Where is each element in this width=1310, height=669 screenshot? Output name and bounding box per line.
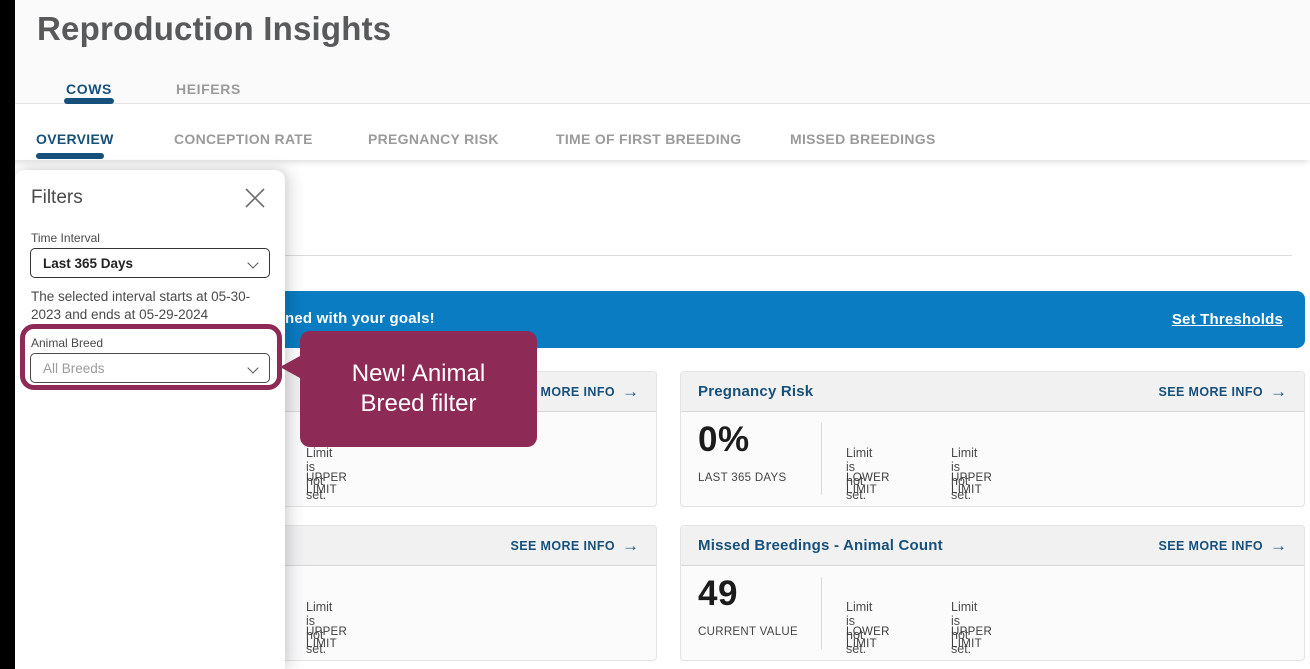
animal-breed-select[interactable]: All Breeds [30, 353, 270, 383]
filters-panel: Filters Time Interval Last 365 Days The … [15, 170, 285, 669]
card-bottom-left-body: Limit is not set. UPPER LIMIT [33, 566, 656, 659]
card-pregnancy-risk-body: 0% LAST 365 DAYS Limit is not set. LOWER… [681, 412, 1304, 505]
callout-text-line1: New! Animal [351, 359, 486, 387]
lower-limit-value: Limit is not set. [846, 600, 873, 656]
tab-missed-breedings[interactable]: MISSED BREEDINGS [790, 131, 936, 147]
upper-limit-label: UPPER LIMIT [951, 472, 993, 496]
callout-text-line2: Breed filter [360, 390, 477, 417]
vertical-divider [821, 577, 822, 649]
card-missed-breedings-see-more-link[interactable]: SEE MORE INFO → [1158, 537, 1287, 554]
card-missed-breedings-header: Missed Breedings - Animal Count SEE MORE… [681, 526, 1304, 566]
card-top-left-body: Limit is not set. UPPER LIMIT [33, 412, 656, 505]
animal-breed-label: Animal Breed [31, 336, 104, 350]
tab-pregnancy-risk[interactable]: PREGNANCY RISK [368, 131, 499, 147]
section-tab-bar: OVERVIEW CONCEPTION RATE PREGNANCY RISK … [0, 105, 1310, 160]
chevron-down-icon [247, 257, 259, 269]
vertical-divider [821, 423, 822, 495]
upper-limit-value: Limit is not set. [951, 600, 978, 656]
upper-limit-label: UPPER LIMIT [951, 626, 993, 650]
card-missed-breedings-body: 49 CURRENT VALUE Limit is not set. LOWER… [681, 566, 1304, 659]
banner-message-fragment: ned with your goals! [285, 310, 435, 327]
tab-conception-rate[interactable]: CONCEPTION RATE [174, 131, 313, 147]
page-header: Reproduction Insights COWS HEIFERS [0, 0, 1310, 104]
tab-heifers[interactable]: HEIFERS [176, 81, 241, 97]
upper-limit-value: Limit is not set. [306, 446, 333, 502]
card-pregnancy-risk: Pregnancy Risk SEE MORE INFO → 0% LAST 3… [680, 371, 1305, 507]
card-pregnancy-risk-header: Pregnancy Risk SEE MORE INFO → [681, 372, 1304, 412]
time-interval-select[interactable]: Last 365 Days [30, 248, 270, 278]
cows-tab-underline [64, 98, 114, 104]
upper-limit-value: Limit is not set. [306, 600, 333, 656]
content-divider [30, 255, 1292, 256]
see-more-label: SEE MORE INFO [1158, 538, 1263, 553]
interval-note: The selected interval starts at 05-30-20… [31, 289, 251, 323]
callout-arrow-left [280, 356, 300, 378]
arrow-right-icon: → [622, 536, 639, 555]
arrow-right-icon: → [622, 382, 639, 401]
filters-panel-title: Filters [31, 187, 83, 208]
upper-limit-value: Limit is not set. [951, 446, 978, 502]
tab-overview[interactable]: OVERVIEW [36, 131, 114, 147]
new-feature-callout: New! Animal Breed filter [280, 331, 537, 447]
arrow-right-icon: → [1270, 536, 1287, 555]
tab-time-of-first-breeding[interactable]: TIME OF FIRST BREEDING [556, 131, 742, 147]
arrow-right-icon: → [1270, 382, 1287, 401]
metric-label: CURRENT VALUE [698, 626, 798, 638]
card-missed-breedings: Missed Breedings - Animal Count SEE MORE… [680, 525, 1305, 661]
lower-limit-label: LOWER LIMIT [846, 472, 890, 496]
page-title: Reproduction Insights [37, 10, 392, 47]
metric-value: 0% [698, 420, 750, 459]
see-more-label: SEE MORE INFO [1158, 384, 1263, 399]
card-bottom-left-see-more-link[interactable]: SEE MORE INFO → [510, 537, 639, 554]
card-missed-breedings-title: Missed Breedings - Animal Count [698, 537, 943, 554]
time-interval-label: Time Interval [31, 231, 100, 245]
tab-cows[interactable]: COWS [66, 81, 112, 97]
card-pregnancy-risk-title: Pregnancy Risk [698, 383, 814, 400]
card-pregnancy-risk-see-more-link[interactable]: SEE MORE INFO → [1158, 383, 1287, 400]
lower-limit-label: LOWER LIMIT [846, 626, 890, 650]
set-thresholds-link[interactable]: Set Thresholds [1171, 311, 1283, 328]
overview-tab-underline [36, 153, 104, 159]
metric-label: LAST 365 DAYS [698, 472, 787, 484]
lower-limit-value: Limit is not set. [846, 446, 873, 502]
animal-breed-value: All Breeds [43, 360, 105, 376]
upper-limit-label: UPPER LIMIT [306, 626, 348, 650]
chevron-down-icon [247, 362, 259, 374]
upper-limit-label: UPPER LIMIT [306, 472, 348, 496]
time-interval-value: Last 365 Days [43, 255, 134, 271]
metric-value: 49 [698, 574, 738, 613]
see-more-label: SEE MORE INFO [510, 538, 615, 553]
close-icon[interactable] [242, 185, 268, 211]
left-edge-strip [0, 0, 15, 669]
